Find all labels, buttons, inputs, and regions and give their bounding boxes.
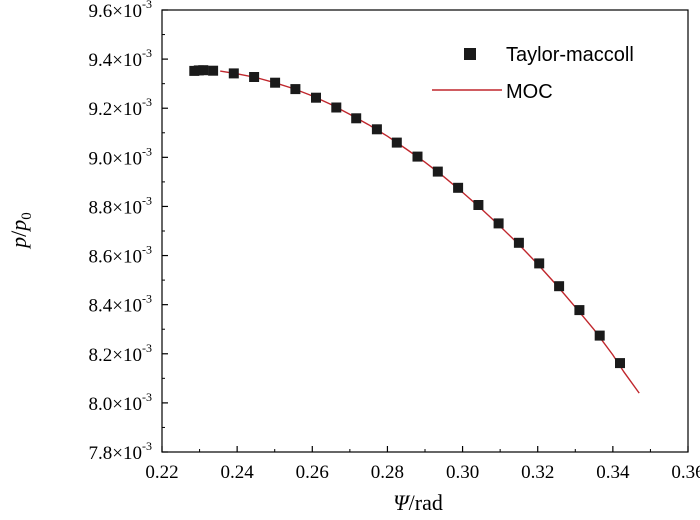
- legend-label-taylor-maccoll: Taylor-maccoll: [506, 44, 634, 66]
- y-tick-label: 7.8×10-3: [89, 439, 152, 464]
- data-point-taylor-maccoll: [391, 137, 402, 148]
- y-axis-title-subscript: 0: [19, 212, 35, 220]
- data-point-taylor-maccoll: [311, 92, 321, 103]
- y-axis-title: p/p0: [6, 212, 35, 250]
- y-tick-label: 9.2×10-3: [89, 95, 152, 120]
- data-point-taylor-maccoll: [331, 102, 342, 113]
- data-point-taylor-maccoll: [574, 305, 585, 316]
- x-tick-label: 0.36: [671, 462, 700, 483]
- y-axis-ticks: 9.6×10-3 9.4×10-3 9.2×10-3 9.0×10-3 8.8×10-3…: [89, 0, 168, 464]
- x-axis-title-symbol: Ψ: [393, 490, 411, 515]
- y-tick-label: 8.0×10-3: [89, 390, 152, 415]
- x-tick-label: 0.34: [596, 462, 630, 483]
- data-point-taylor-maccoll: [615, 358, 625, 369]
- y-tick-label: 9.0×10-3: [89, 144, 152, 169]
- legend-marker-taylor-maccoll: [464, 48, 476, 60]
- x-axis-title-unit: /rad: [409, 490, 443, 515]
- data-point-taylor-maccoll: [534, 258, 545, 269]
- data-point-taylor-maccoll: [270, 77, 281, 88]
- plot-frame: [161, 9, 689, 453]
- x-tick-label: 0.32: [521, 462, 554, 483]
- legend: Taylor-maccoll MOC: [432, 44, 634, 103]
- y-axis-title-p0: p: [6, 220, 31, 233]
- x-tick-label: 0.28: [371, 462, 404, 483]
- y-axis-title-slash: /: [6, 230, 31, 237]
- series-line-moc: [220, 70, 640, 394]
- x-axis-ticks: 0.22 0.24 0.26 0.28 0.30 0.32 0.34 0.36: [145, 446, 700, 483]
- y-tick-label: 9.4×10-3: [89, 46, 152, 71]
- data-point-taylor-maccoll: [198, 65, 209, 76]
- data-point-taylor-maccoll: [513, 237, 524, 248]
- axes: [161, 9, 689, 453]
- y-tick-label: 8.2×10-3: [89, 341, 152, 366]
- y-axis-title-p: p: [6, 237, 31, 250]
- y-tick-label: 8.6×10-3: [89, 243, 152, 268]
- data-point-taylor-maccoll: [432, 166, 443, 177]
- x-tick-label: 0.30: [446, 462, 479, 483]
- y-tick-label: 8.4×10-3: [89, 292, 152, 317]
- data-point-taylor-maccoll: [412, 151, 423, 162]
- data-point-taylor-maccoll: [453, 182, 464, 193]
- legend-label-moc: MOC: [506, 81, 553, 103]
- y-tick-label: 9.6×10-3: [89, 0, 152, 22]
- data-point-taylor-maccoll: [290, 84, 301, 95]
- x-tick-label: 0.26: [296, 462, 329, 483]
- y-tick-label: 8.8×10-3: [89, 193, 152, 218]
- x-axis-title: Ψ/rad: [393, 490, 443, 515]
- data-point-taylor-maccoll: [473, 200, 484, 210]
- data-point-taylor-maccoll: [594, 330, 605, 341]
- data-point-taylor-maccoll: [208, 65, 219, 76]
- data-point-taylor-maccoll: [371, 124, 382, 135]
- data-point-taylor-maccoll: [228, 68, 239, 79]
- series-layer: [189, 65, 640, 394]
- data-point-taylor-maccoll: [249, 72, 260, 82]
- x-tick-label: 0.24: [221, 462, 255, 483]
- data-point-taylor-maccoll: [351, 113, 362, 124]
- data-point-taylor-maccoll: [554, 281, 565, 292]
- x-tick-label: 0.22: [145, 462, 178, 483]
- data-point-taylor-maccoll: [493, 218, 504, 229]
